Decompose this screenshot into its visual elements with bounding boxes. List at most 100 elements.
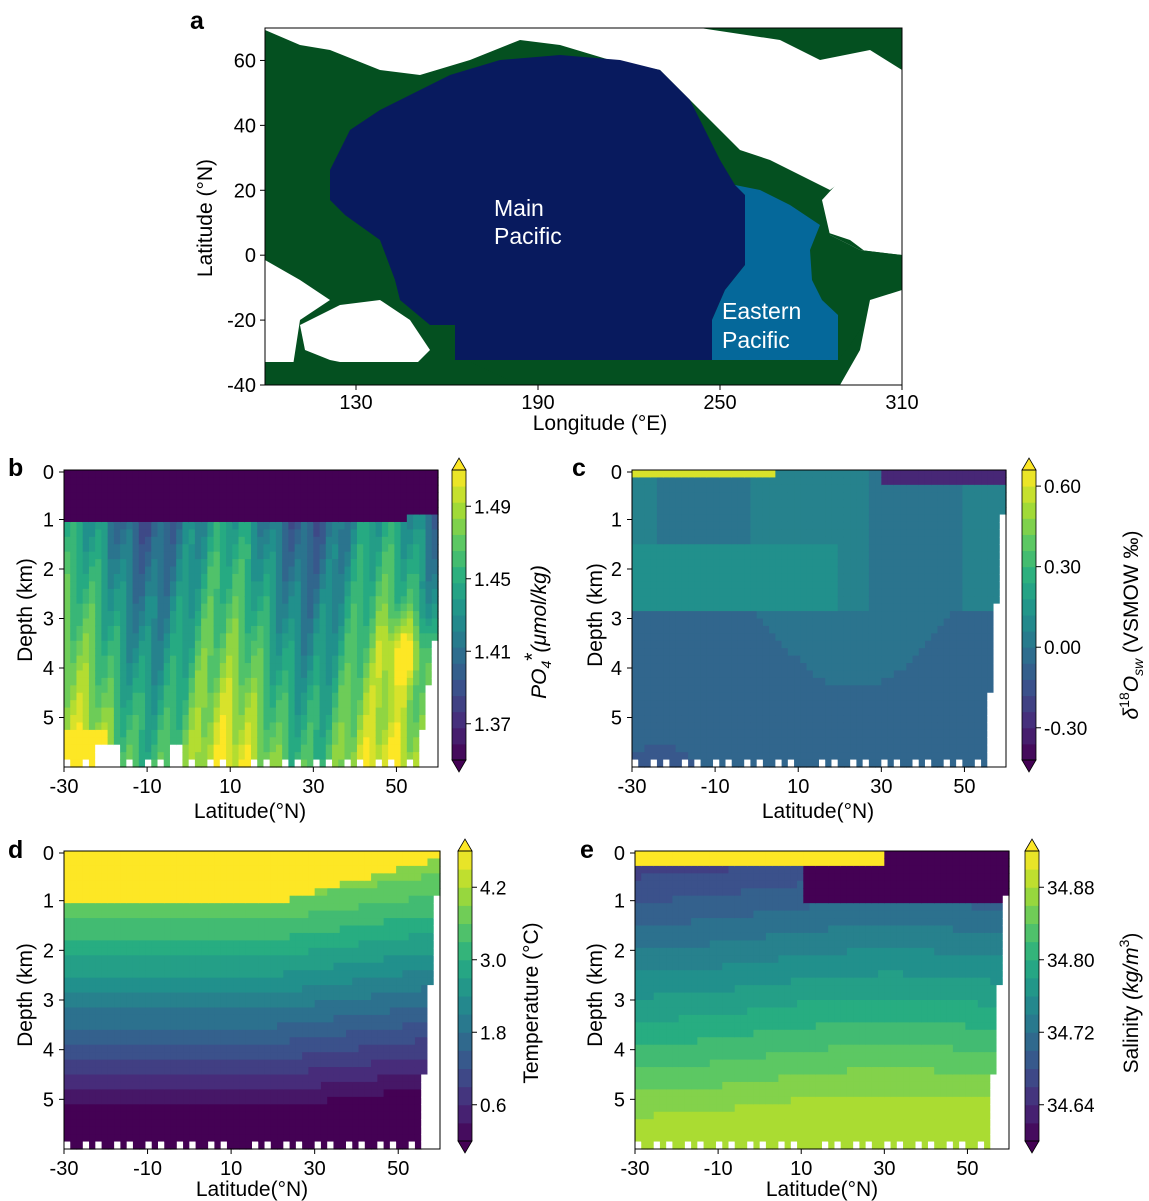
field-cell (843, 544, 851, 553)
field-cell (706, 514, 714, 523)
field-cell (101, 529, 109, 538)
field-cell (999, 596, 1007, 605)
field-cell (700, 477, 708, 486)
field-cell (288, 715, 296, 724)
field-cell (638, 499, 646, 508)
field-cell (937, 707, 945, 716)
field-cell (694, 470, 702, 479)
field-cell (750, 581, 758, 590)
field-cell (968, 514, 976, 523)
colorbar-extend-bottom (1021, 759, 1037, 773)
field-cell (725, 611, 733, 620)
field-cell (120, 477, 127, 486)
field-cell (176, 707, 184, 716)
field-cell (949, 670, 957, 679)
field-cell (431, 618, 439, 627)
field-cell (113, 700, 121, 709)
field-cell (737, 596, 745, 605)
field-cell (344, 625, 352, 634)
field-cell (257, 663, 265, 672)
field-cell (132, 507, 140, 516)
field-cell (64, 955, 71, 964)
field-cell (924, 715, 932, 724)
field-cell (251, 759, 258, 768)
field-cell (126, 470, 134, 479)
field-cell (70, 521, 78, 531)
field-cell (756, 492, 764, 501)
field-cell (812, 499, 820, 508)
field-cell (207, 581, 215, 590)
field-cell (176, 640, 184, 649)
field-cell (356, 685, 364, 694)
field-cell (107, 648, 115, 657)
field-cell (638, 581, 646, 590)
field-cell (244, 700, 252, 709)
field-cell (632, 648, 639, 657)
field-cell (700, 470, 708, 479)
field-cell (843, 573, 851, 582)
field-cell (962, 544, 970, 553)
field-cell (294, 729, 302, 738)
field-cell (88, 737, 96, 746)
field-cell (400, 551, 408, 560)
field-cell (837, 536, 845, 545)
field-cell (906, 655, 914, 664)
field-cell (64, 985, 71, 994)
field-cell (194, 484, 202, 493)
field-cell (868, 729, 876, 738)
xtick-label: 10 (219, 776, 241, 798)
field-cell (95, 618, 102, 627)
field-cell (201, 492, 208, 501)
field-cell (107, 677, 115, 686)
field-cell (356, 722, 364, 731)
field-cell (244, 551, 252, 560)
field-cell (307, 655, 314, 664)
field-cell (775, 707, 783, 716)
field-cell (731, 722, 739, 731)
field-cell (419, 477, 427, 486)
field-cell (981, 640, 988, 649)
field-cell (825, 470, 833, 479)
field-cell (157, 663, 165, 672)
field-cell (244, 536, 252, 545)
field-cell (981, 707, 988, 716)
field-cell (269, 544, 277, 553)
field-cell (881, 492, 889, 501)
field-cell (943, 677, 951, 686)
field-cell (251, 521, 258, 531)
field-cell (706, 729, 714, 738)
field-cell (669, 692, 677, 701)
field-cell (669, 514, 677, 523)
field-cell (145, 529, 152, 538)
field-cell (275, 588, 283, 597)
field-cell (843, 752, 851, 761)
field-cell (812, 685, 820, 694)
field-cell (126, 655, 134, 664)
field-cell (400, 484, 408, 493)
field-cell (974, 707, 982, 716)
field-cell (145, 729, 152, 738)
field-cell (862, 752, 870, 761)
field-cell (887, 514, 895, 523)
field-cell (64, 737, 71, 746)
field-cell (95, 521, 102, 531)
field-cell (375, 484, 383, 493)
field-cell (850, 596, 857, 605)
field-cell (313, 551, 321, 560)
field-cell (806, 507, 814, 516)
field-cell (875, 521, 882, 531)
field-cell (101, 596, 109, 605)
field-cell (987, 655, 995, 664)
field-cell (893, 551, 901, 560)
field-cell (837, 470, 845, 479)
field-cell (744, 707, 752, 716)
field-cell (999, 544, 1007, 553)
field-cell (856, 544, 864, 553)
field-cell (681, 521, 689, 531)
field-cell (713, 588, 720, 597)
field-cell (825, 536, 833, 545)
field-cell (663, 544, 670, 553)
field-cell (338, 677, 346, 686)
field-cell (82, 581, 90, 590)
field-cell (238, 744, 246, 753)
